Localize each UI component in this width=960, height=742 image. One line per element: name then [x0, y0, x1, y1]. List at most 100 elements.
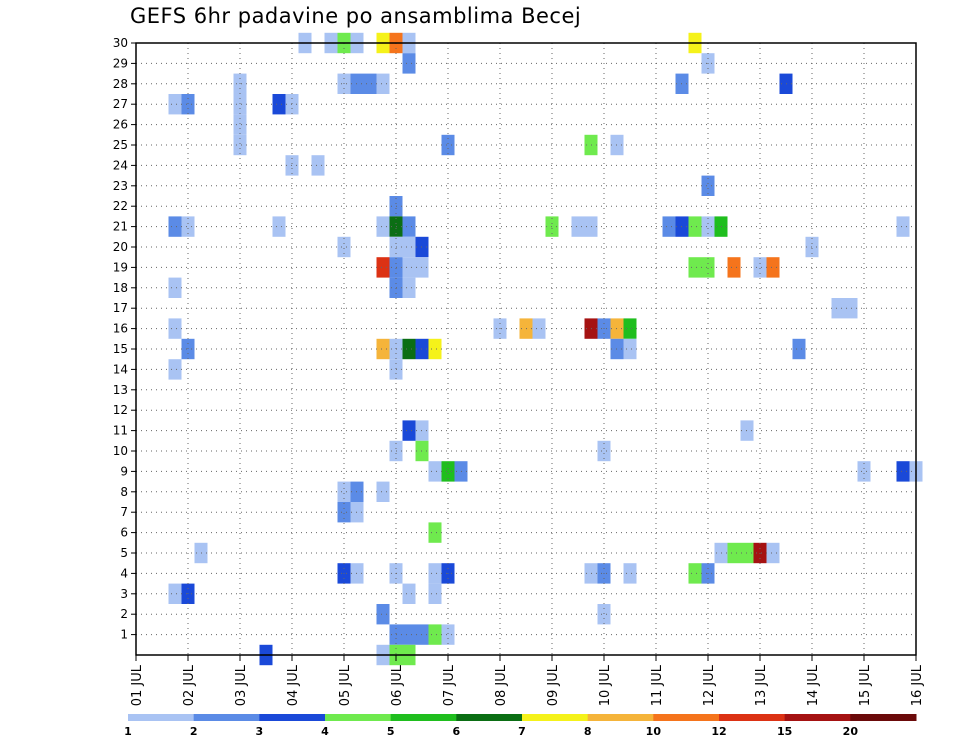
precip-cell [597, 604, 611, 625]
y-tick-label: 28 [113, 77, 128, 91]
precip-cell [688, 216, 702, 237]
y-tick-label: 24 [113, 158, 128, 172]
precip-cell [376, 257, 390, 278]
colorbar-swatch [456, 714, 523, 721]
x-tick-label: 04 JUL [286, 664, 301, 706]
precip-cell [428, 522, 442, 543]
y-tick-label: 13 [113, 383, 128, 397]
y-tick-label: 14 [113, 362, 128, 376]
grid-lines [136, 43, 916, 655]
x-tick-label: 16 JUL [910, 664, 925, 706]
precip-cell [168, 318, 182, 339]
precip-cell [428, 338, 442, 360]
y-tick-label: 30 [113, 36, 128, 50]
precip-cell [272, 94, 286, 115]
precip-cell [831, 298, 845, 319]
precip-cell [753, 257, 767, 278]
y-tick-label: 22 [113, 199, 128, 213]
colorbar-label: 3 [256, 725, 264, 738]
precip-cell [428, 563, 442, 584]
colorbar: 1 2 3 4 5 6 7 8 10 12 15 20 [124, 714, 917, 738]
colorbar-label: 15 [777, 725, 792, 738]
x-tick-label: 06 JUL [390, 664, 405, 706]
y-tick-label: 1 [120, 628, 128, 642]
colorbar-swatch [719, 714, 786, 721]
x-tick-label: 10 JUL [598, 664, 613, 706]
precip-cell [363, 73, 377, 94]
y-tick-label: 12 [113, 403, 128, 417]
x-tick-label: 11 JUL [650, 664, 665, 706]
y-tick-label: 9 [120, 464, 128, 478]
x-tick-label: 01 JUL [130, 664, 145, 706]
precip-cell [181, 216, 195, 237]
precip-cell [233, 94, 247, 115]
y-tick-label: 25 [113, 138, 128, 152]
precip-cell [168, 216, 182, 237]
y-tick-label: 11 [113, 424, 128, 438]
precip-cell [623, 338, 637, 360]
colorbar-swatch [653, 714, 720, 721]
y-tick-label: 8 [120, 485, 128, 499]
y-tick-label: 3 [120, 587, 128, 601]
colorbar-swatch [325, 714, 392, 721]
precip-cell [402, 236, 416, 258]
x-tick-label: 13 JUL [754, 664, 769, 706]
precip-cell [402, 338, 416, 360]
precip-cell [688, 257, 702, 278]
precip-cell [337, 481, 351, 502]
x-tick-label: 12 JUL [702, 664, 717, 706]
colorbar-label: 20 [843, 725, 859, 738]
precip-cell [402, 257, 416, 278]
x-tick-label: 09 JUL [546, 664, 561, 706]
y-tick-label: 29 [113, 56, 128, 70]
precip-cell [168, 277, 182, 298]
y-tick-label: 19 [113, 260, 128, 274]
precip-cell [597, 440, 611, 462]
y-tick-label: 4 [120, 566, 128, 580]
precip-cell [376, 73, 390, 94]
precip-cell [376, 216, 390, 237]
y-tick-label: 26 [113, 118, 128, 132]
x-tick-label: 05 JUL [338, 664, 353, 706]
precip-cell [376, 481, 390, 502]
precip-cell [376, 604, 390, 625]
y-tick-label: 15 [113, 342, 128, 356]
chart-title: GEFS 6hr padavine po ansamblima Becej [130, 4, 582, 28]
y-tick-label: 23 [113, 179, 128, 193]
x-tick-label: 03 JUL [234, 664, 249, 706]
y-tick-label: 17 [113, 301, 128, 315]
precip-cell [727, 257, 741, 278]
precip-cell [428, 624, 442, 645]
precip-cell [662, 216, 676, 237]
colorbar-swatch [850, 714, 917, 721]
precip-cell [623, 318, 637, 339]
precip-cell [688, 563, 702, 584]
colorbar-label: 2 [190, 725, 198, 738]
colorbar-label: 4 [321, 725, 329, 738]
colorbar-swatch [390, 714, 457, 721]
y-tick-label: 27 [113, 97, 128, 111]
colorbar-swatch [522, 714, 589, 721]
precip-cell [428, 461, 442, 482]
y-tick-label: 10 [113, 444, 128, 458]
precip-cell [857, 461, 871, 482]
precip-cell [402, 216, 416, 237]
precip-cell [402, 53, 416, 74]
y-tick-label: 21 [113, 220, 128, 234]
precip-cell [402, 420, 416, 441]
precip-cells [168, 32, 923, 666]
precip-cell [168, 94, 182, 115]
precip-cell [402, 624, 416, 645]
colorbar-label: 8 [584, 725, 592, 738]
colorbar-label: 5 [387, 725, 395, 738]
precip-cell [623, 563, 637, 584]
y-axis-ticks: 1234567891011121314151617181920212223242… [113, 36, 136, 642]
precip-cell [896, 461, 910, 482]
precip-cell [311, 155, 325, 176]
colorbar-label: 10 [646, 725, 662, 738]
precip-cell [441, 461, 455, 482]
x-tick-label: 15 JUL [858, 664, 873, 706]
precip-cell [766, 257, 780, 278]
colorbar-label: 7 [518, 725, 526, 738]
y-tick-label: 20 [113, 240, 128, 254]
